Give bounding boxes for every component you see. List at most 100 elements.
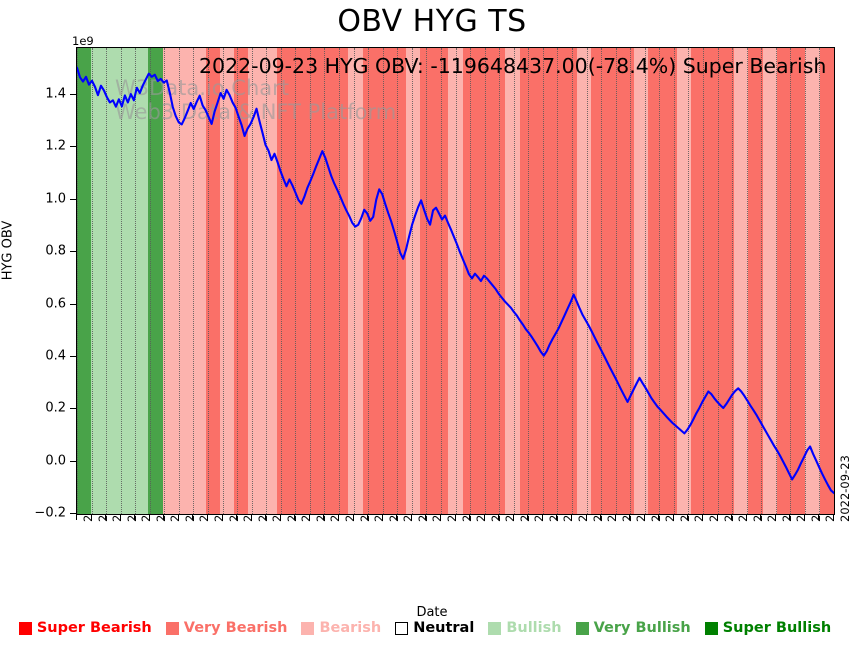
- legend-item[interactable]: Super Bullish: [704, 620, 832, 636]
- x-gridline: [542, 48, 544, 514]
- x-gridline: [630, 48, 632, 514]
- sentiment-band: [191, 48, 207, 514]
- x-tick-mark: [119, 514, 121, 520]
- x-gridline: [761, 48, 763, 514]
- x-tick-mark: [192, 514, 194, 520]
- sentiment-band: [376, 48, 392, 514]
- legend-swatch-icon: [395, 621, 409, 635]
- x-gridline: [397, 48, 399, 514]
- sentiment-band: [762, 48, 778, 514]
- x-tick-mark: [745, 514, 747, 520]
- x-gridline: [411, 48, 413, 514]
- x-tick-label: 2022-09-23: [838, 455, 852, 522]
- sentiment-band: [162, 48, 178, 514]
- x-gridline: [91, 48, 93, 514]
- x-tick-mark: [600, 514, 602, 520]
- x-gridline: [717, 48, 719, 514]
- legend-swatch-icon: [488, 621, 502, 635]
- sentiment-band: [77, 48, 92, 514]
- y-axis-exponent-label: 1e9: [72, 34, 94, 48]
- x-gridline: [571, 48, 573, 514]
- x-gridline: [775, 48, 777, 514]
- plot-area: W3Data.io Chart Web3 Data & NFT Platform…: [76, 47, 835, 515]
- x-gridline: [120, 48, 122, 514]
- chart-title: OBV HYG TS: [337, 4, 527, 39]
- x-gridline: [135, 48, 137, 514]
- x-tick-mark: [774, 514, 776, 520]
- legend-swatch-icon: [301, 621, 315, 635]
- x-gridline: [615, 48, 617, 514]
- x-tick-mark: [177, 514, 179, 520]
- y-tick-mark: [70, 251, 76, 253]
- x-gridline: [222, 48, 224, 514]
- x-gridline: [732, 48, 734, 514]
- x-tick-mark: [512, 514, 514, 520]
- x-tick-mark: [381, 514, 383, 520]
- x-tick-mark: [163, 514, 165, 520]
- data-line-layer: [77, 48, 834, 514]
- obv-line-series: [77, 66, 834, 495]
- x-gridline: [339, 48, 341, 514]
- sentiment-band: [319, 48, 335, 514]
- sentiment-band: [591, 48, 607, 514]
- x-tick-mark: [658, 514, 660, 520]
- sentiment-band: [276, 48, 292, 514]
- chart-subtitle: 2022-09-23 HYG OBV: -119648437.00(-78.4%…: [199, 54, 827, 78]
- x-gridline: [688, 48, 690, 514]
- x-tick-mark: [570, 514, 572, 520]
- sentiment-band: [519, 48, 535, 514]
- sentiment-band: [105, 48, 121, 514]
- legend-item[interactable]: Neutral: [395, 620, 474, 636]
- x-tick-mark: [629, 514, 631, 520]
- legend-item[interactable]: Very Bearish: [165, 620, 287, 636]
- sentiment-band: [562, 48, 578, 514]
- x-tick-mark: [236, 514, 238, 520]
- x-tick-mark: [207, 514, 209, 520]
- legend-item[interactable]: Super Bearish: [18, 620, 152, 636]
- x-tick-mark: [425, 514, 427, 520]
- x-gridline: [426, 48, 428, 514]
- y-tick-mark: [70, 355, 76, 357]
- y-tick-label: 0.4: [45, 348, 66, 364]
- x-tick-mark: [716, 514, 718, 520]
- x-tick-mark: [760, 514, 762, 520]
- legend-item[interactable]: Bearish: [301, 620, 381, 636]
- legend-label: Super Bullish: [722, 620, 832, 636]
- x-gridline: [164, 48, 166, 514]
- sentiment-band: [776, 48, 792, 514]
- y-tick-label: 1.4: [45, 86, 66, 102]
- y-tick-label: 0.2: [45, 400, 66, 416]
- x-tick-mark: [701, 514, 703, 520]
- legend-label: Very Bullish: [593, 620, 691, 636]
- x-gridline: [499, 48, 501, 514]
- x-gridline: [295, 48, 297, 514]
- x-gridline: [149, 48, 151, 514]
- sentiment-band: [291, 48, 307, 514]
- legend-item[interactable]: Bullish: [488, 620, 562, 636]
- y-tick-mark: [70, 146, 76, 148]
- y-tick-label: 0.0: [45, 453, 66, 469]
- grid-layer: [77, 48, 834, 514]
- legend: Super Bearish Very Bearish Bearish Neutral B…: [0, 620, 864, 636]
- x-tick-mark: [614, 514, 616, 520]
- x-gridline: [659, 48, 661, 514]
- y-tick-mark: [70, 513, 76, 514]
- x-gridline: [309, 48, 311, 514]
- legend-item[interactable]: Very Bullish: [575, 620, 691, 636]
- x-gridline: [455, 48, 457, 514]
- x-gridline: [644, 48, 646, 514]
- x-gridline: [484, 48, 486, 514]
- x-axis-label: Date: [416, 605, 448, 620]
- sentiment-band: [476, 48, 492, 514]
- y-tick-mark: [70, 94, 76, 96]
- x-tick-mark: [352, 514, 354, 520]
- x-tick-mark: [483, 514, 485, 520]
- x-gridline: [382, 48, 384, 514]
- sentiment-band: [176, 48, 192, 514]
- x-tick-mark: [308, 514, 310, 520]
- x-gridline: [368, 48, 370, 514]
- sentiment-band: [605, 48, 621, 514]
- y-tick-label: 1.2: [45, 138, 66, 154]
- sentiment-band: [791, 48, 807, 514]
- x-tick-mark: [731, 514, 733, 520]
